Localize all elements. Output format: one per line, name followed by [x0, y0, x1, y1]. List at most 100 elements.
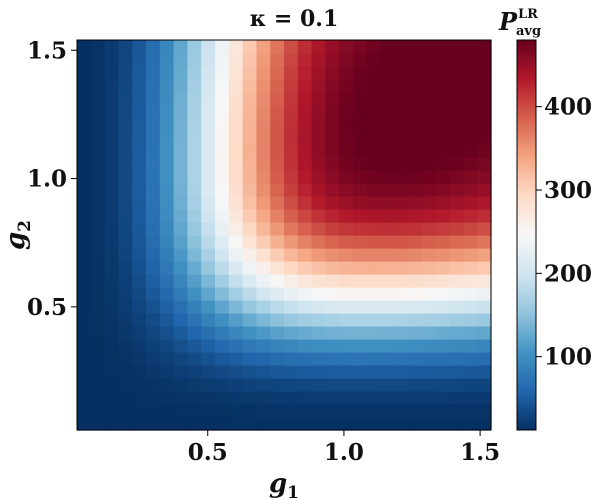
heatmap-cell: [449, 365, 464, 379]
heatmap-cell: [201, 352, 216, 366]
heatmap-cell: [394, 144, 409, 158]
heatmap-cell: [132, 144, 147, 158]
heatmap-cell: [339, 248, 354, 262]
heatmap-cell: [325, 352, 340, 366]
heatmap-cell: [77, 66, 92, 80]
heatmap-cell: [173, 365, 188, 379]
heatmap-cell: [215, 287, 230, 301]
heatmap-cell: [118, 391, 133, 405]
heatmap-cell: [339, 378, 354, 392]
heatmap-cell: [90, 222, 106, 236]
heatmap-cell: [159, 118, 175, 132]
heatmap-cell: [215, 183, 230, 197]
heatmap-cell: [435, 352, 451, 366]
heatmap-cell: [311, 248, 326, 262]
heatmap-cell: [380, 274, 395, 288]
heatmap-cell: [146, 170, 161, 184]
heatmap-cell: [256, 170, 271, 184]
heatmap-cell: [394, 66, 409, 80]
heatmap-cell: [270, 196, 285, 210]
heatmap-cell: [463, 261, 478, 275]
heatmap-cell: [394, 183, 409, 197]
heatmap-cell: [463, 391, 478, 405]
heatmap-cell: [339, 196, 354, 210]
heatmap-cell: [77, 144, 92, 158]
heatmap-cell: [463, 339, 478, 353]
heatmap-cell: [394, 261, 409, 275]
heatmap-cell: [422, 40, 437, 54]
heatmap-cell: [477, 326, 492, 340]
heatmap-cell: [311, 365, 326, 379]
heatmap-cell: [408, 53, 423, 67]
heatmap-cell: [159, 79, 175, 93]
heatmap-cell: [394, 300, 409, 314]
heatmap-cell: [408, 352, 423, 366]
heatmap-cell: [311, 391, 326, 405]
heatmap-cell: [228, 118, 244, 132]
heatmap-cell: [325, 391, 340, 405]
heatmap-cell: [394, 313, 409, 327]
heatmap-cell: [173, 326, 188, 340]
heatmap-cell: [132, 261, 147, 275]
heatmap-cell: [339, 92, 354, 106]
heatmap-cell: [215, 196, 230, 210]
heatmap-cell: [463, 222, 478, 236]
heatmap-cell: [297, 274, 313, 288]
heatmap-cell: [159, 287, 175, 301]
heatmap-cell: [77, 339, 92, 353]
heatmap-cell: [353, 274, 368, 288]
heatmap-cell: [366, 404, 382, 418]
heatmap-cell: [118, 118, 133, 132]
heatmap-cell: [477, 261, 492, 275]
heatmap-cell: [394, 170, 409, 184]
heatmap-cell: [366, 378, 382, 392]
heatmap-cell: [146, 261, 161, 275]
heatmap-cell: [339, 79, 354, 93]
heatmap-cell: [435, 196, 451, 210]
heatmap-cell: [284, 313, 299, 327]
heatmap-cell: [187, 79, 202, 93]
heatmap-cell: [477, 417, 492, 431]
heatmap-cell: [270, 53, 285, 67]
heatmap-cell: [311, 222, 326, 236]
heatmap-cell: [463, 404, 478, 418]
heatmap-cell: [132, 157, 147, 171]
heatmap-cell: [104, 40, 119, 54]
heatmap-cell: [77, 105, 92, 119]
heatmap-cell: [394, 287, 409, 301]
heatmap-cell: [90, 105, 106, 119]
heatmap-cell: [270, 378, 285, 392]
heatmap-cell: [187, 235, 202, 249]
heatmap-cell: [77, 391, 92, 405]
heatmap-cell: [325, 313, 340, 327]
heatmap-cell: [394, 118, 409, 132]
heatmap-cell: [104, 196, 119, 210]
heatmap-cell: [408, 326, 423, 340]
heatmap-cell: [242, 365, 257, 379]
heatmap-cell: [118, 209, 133, 223]
heatmap-cell: [394, 417, 409, 431]
heatmap-cell: [146, 66, 161, 80]
heatmap-cell: [77, 261, 92, 275]
heatmap-cell: [284, 261, 299, 275]
heatmap-cell: [104, 287, 119, 301]
heatmap-cell: [270, 118, 285, 132]
heatmap-cell: [284, 53, 299, 67]
heatmap-cell: [311, 339, 326, 353]
heatmap-cell: [325, 378, 340, 392]
heatmap-cell: [228, 313, 244, 327]
heatmap-cell: [353, 300, 368, 314]
heatmap-cell: [201, 209, 216, 223]
heatmap-cell: [284, 118, 299, 132]
heatmap-cell: [146, 287, 161, 301]
heatmap-cell: [449, 131, 464, 145]
heatmap-cell: [146, 118, 161, 132]
heatmap-cell: [394, 365, 409, 379]
heatmap-cell: [256, 105, 271, 119]
heatmap-cell: [463, 378, 478, 392]
heatmap-cell: [256, 404, 271, 418]
heatmap-cell: [132, 235, 147, 249]
heatmap-cell: [366, 365, 382, 379]
heatmap-cell: [270, 248, 285, 262]
heatmap-cell: [242, 391, 257, 405]
